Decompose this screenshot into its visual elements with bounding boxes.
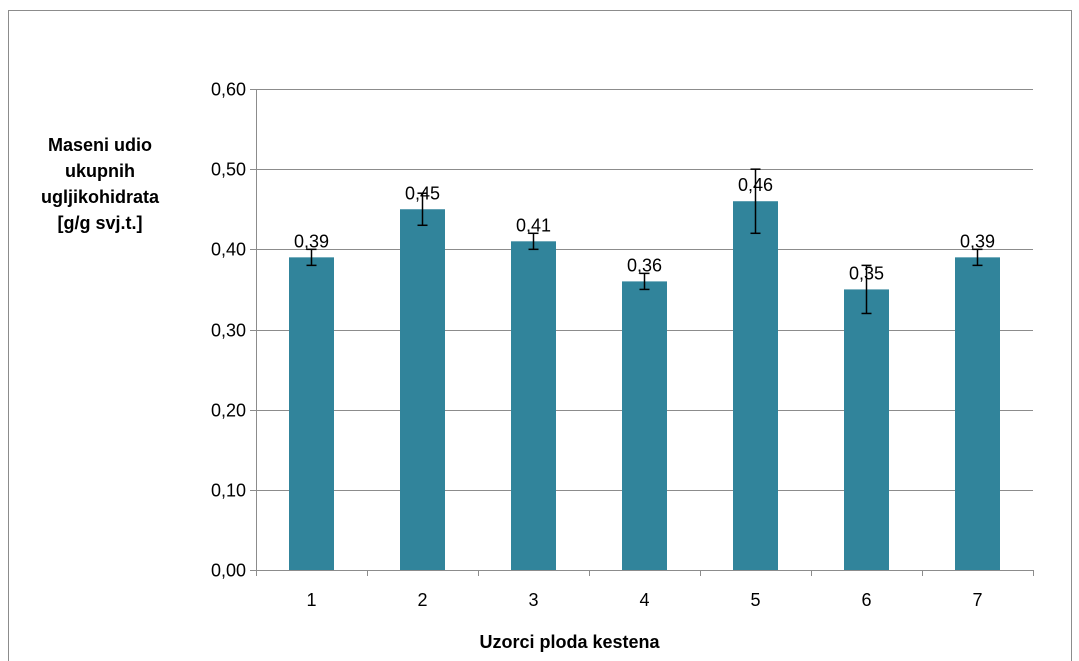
y-tick-label: 0,10 bbox=[211, 481, 246, 501]
x-tick-label: 3 bbox=[528, 590, 538, 610]
y-axis-label-line: ukupnih bbox=[65, 161, 135, 181]
x-tick-label: 7 bbox=[972, 590, 982, 610]
bar bbox=[955, 257, 1000, 570]
chart-frame bbox=[8, 10, 1072, 661]
bar bbox=[844, 289, 889, 570]
x-tick-label: 6 bbox=[861, 590, 871, 610]
y-tick-label: 0,60 bbox=[211, 80, 246, 100]
y-axis-label-line: ugljikohidrata bbox=[40, 187, 159, 207]
y-axis-label-line: [g/g svj.t.] bbox=[57, 213, 143, 233]
y-tick-label: 0,50 bbox=[211, 160, 246, 180]
x-tick-label: 2 bbox=[417, 590, 427, 610]
data-label: 0,46 bbox=[738, 175, 773, 195]
data-label: 0,39 bbox=[294, 231, 329, 251]
y-tick-label: 0,00 bbox=[211, 561, 246, 581]
y-tick-label: 0,30 bbox=[211, 321, 246, 341]
bar bbox=[400, 209, 445, 570]
y-axis-label-line: Maseni udio bbox=[47, 135, 152, 155]
y-tick-label: 0,20 bbox=[211, 401, 246, 421]
x-tick-label: 5 bbox=[750, 590, 760, 610]
bar bbox=[622, 281, 667, 570]
bar bbox=[733, 201, 778, 570]
y-axis-label: Maseni udio ukupnih ugljikohidrata [g/g … bbox=[10, 132, 190, 236]
data-label: 0,35 bbox=[849, 263, 884, 283]
y-tick-label: 0,40 bbox=[211, 240, 246, 260]
x-axis-label: Uzorci ploda kestena bbox=[479, 632, 660, 652]
data-label: 0,45 bbox=[405, 183, 440, 203]
data-label: 0,41 bbox=[516, 215, 551, 235]
bar bbox=[511, 241, 556, 571]
x-tick-label: 1 bbox=[306, 590, 316, 610]
data-label: 0,39 bbox=[960, 231, 995, 251]
x-tick-label: 4 bbox=[639, 590, 649, 610]
data-label: 0,36 bbox=[627, 255, 662, 275]
bar bbox=[289, 257, 334, 570]
